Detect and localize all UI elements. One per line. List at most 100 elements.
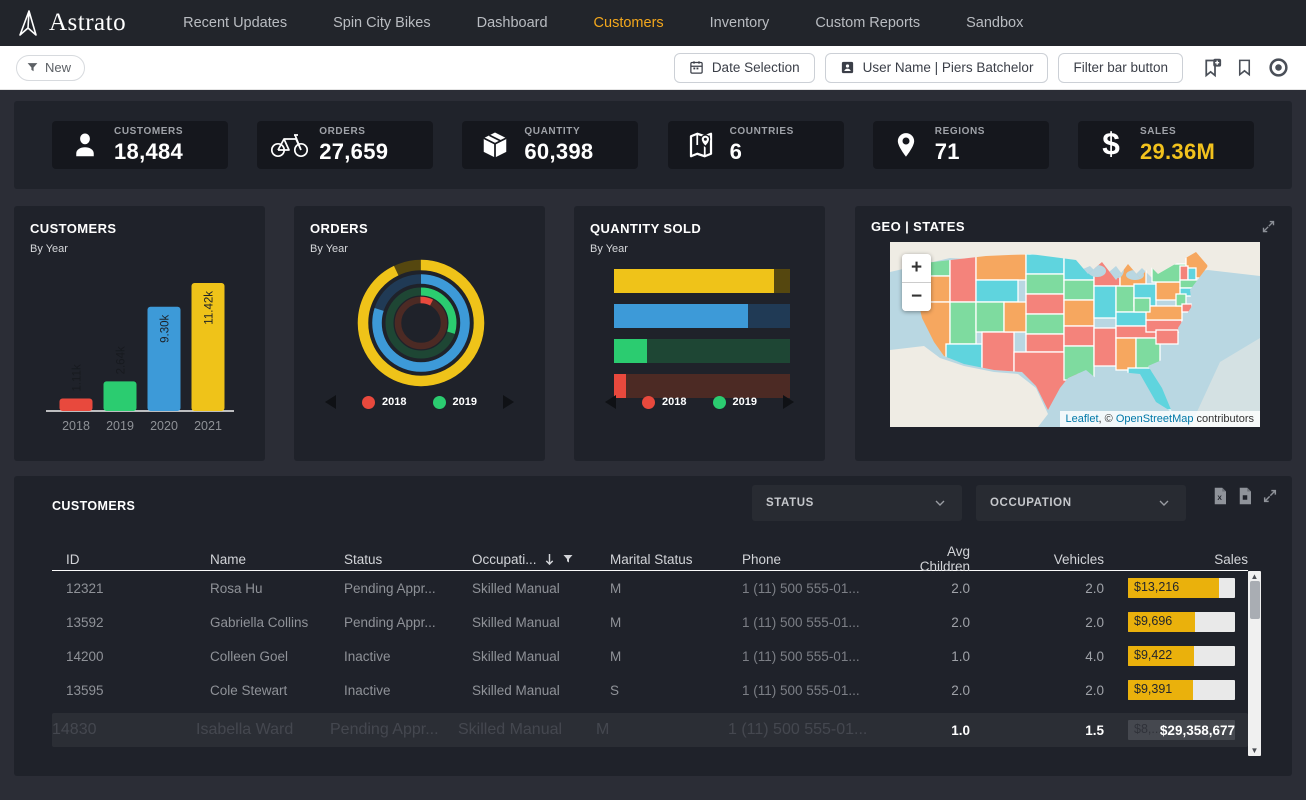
panel-subtitle: By Year — [30, 243, 249, 255]
panel-title: ORDERS — [310, 221, 529, 236]
calendar-icon — [689, 60, 704, 75]
table-scrollbar[interactable]: ▲ ▼ — [1248, 571, 1261, 756]
col-header-avg-children[interactable]: Avg Children — [880, 544, 970, 574]
bookmark-add-icon[interactable] — [1201, 57, 1222, 78]
kpi-label: QUANTITY — [524, 126, 593, 137]
user-button[interactable]: User Name | Piers Batchelor — [825, 53, 1049, 83]
kpi-card-quantity[interactable]: QUANTITY 60,398 — [462, 121, 638, 169]
leaflet-link[interactable]: Leaflet — [1066, 413, 1099, 425]
scrollbar-thumb[interactable] — [1250, 581, 1260, 619]
col-header-phone[interactable]: Phone — [728, 552, 880, 567]
filter-bar-button[interactable]: Filter bar button — [1058, 53, 1183, 83]
sort-desc-icon[interactable] — [544, 553, 555, 566]
kpi-card-countries[interactable]: COUNTRIES 6 — [668, 121, 844, 169]
legend-item-2019[interactable]: 2019 — [713, 396, 757, 409]
nav-item-recent-updates[interactable]: Recent Updates — [160, 0, 310, 46]
legend-next-arrow[interactable] — [783, 395, 794, 409]
table-row[interactable]: 12321Rosa HuPending Appr...Skilled Manua… — [52, 571, 1248, 605]
sales-value: $9,422 — [1134, 648, 1172, 662]
legend-item-2018[interactable]: 2018 — [362, 396, 406, 409]
quantity-hbar-chart[interactable] — [614, 269, 790, 398]
chevron-down-icon — [1156, 495, 1172, 511]
col-header-marital-status[interactable]: Marital Status — [596, 552, 728, 567]
brand[interactable]: Astrato — [16, 9, 126, 37]
customers-bar-chart[interactable]: 1.11k20182.64k20199.30k202011.42k2021 — [30, 261, 249, 443]
svg-text:X: X — [1217, 495, 1222, 502]
cell-sales: $9,696 — [1104, 612, 1248, 632]
kpi-value-customers: 18,484 — [114, 139, 183, 165]
col-header-occupation[interactable]: Occupati... — [458, 552, 596, 567]
cell-sales: $9,391 — [1104, 680, 1248, 700]
x-tick-label: 2018 — [62, 419, 90, 433]
table-row[interactable]: 13592Gabriella CollinsPending Appr...Ski… — [52, 605, 1248, 639]
nav-item-custom-reports[interactable]: Custom Reports — [792, 0, 943, 46]
column-filter-icon[interactable] — [562, 553, 574, 565]
col-header-vehicles[interactable]: Vehicles — [970, 552, 1104, 567]
sales-value: $9,391 — [1134, 682, 1172, 696]
nav-item-customers[interactable]: Customers — [571, 0, 687, 46]
legend-next-arrow[interactable] — [503, 395, 514, 409]
cell-id: 13595 — [52, 683, 196, 698]
new-chip-label: New — [45, 60, 71, 75]
total-sales: $29,358,677 — [1104, 723, 1248, 738]
orders-donut-chart[interactable] — [310, 257, 529, 391]
nav-item-dashboard[interactable]: Dashboard — [454, 0, 571, 46]
col-header-status[interactable]: Status — [330, 552, 458, 567]
hbar-2020[interactable] — [614, 304, 748, 328]
kpi-card-regions[interactable]: REGIONS 71 — [873, 121, 1049, 169]
col-header-name[interactable]: Name — [196, 552, 330, 567]
cell-name: Gabriella Collins — [196, 615, 330, 630]
cell-marital: M — [596, 615, 728, 630]
kpi-card-customers[interactable]: CUSTOMERS 18,484 — [52, 121, 228, 169]
legend-prev-arrow[interactable] — [325, 395, 336, 409]
eye-icon[interactable] — [1267, 56, 1290, 79]
legend-dot — [362, 396, 375, 409]
table-title: CUSTOMERS — [52, 499, 135, 513]
scroll-down-arrow[interactable]: ▼ — [1248, 745, 1261, 756]
table-row[interactable]: 13595Cole StewartInactiveSkilled ManualS… — [52, 673, 1248, 707]
cell-vehicles: 2.0 — [970, 615, 1104, 630]
top-nav: Astrato Recent Updates Spin City Bikes D… — [0, 0, 1306, 46]
legend-item-2019[interactable]: 2019 — [433, 396, 477, 409]
table-row[interactable]: 14200Colleen GoelInactiveSkilled ManualM… — [52, 639, 1248, 673]
us-states-map[interactable] — [890, 242, 1260, 427]
date-selection-button[interactable]: Date Selection — [674, 53, 815, 83]
legend-dot — [433, 396, 446, 409]
legend-item-2018[interactable]: 2018 — [642, 396, 686, 409]
bar-2019[interactable] — [104, 381, 137, 411]
sales-data-bar: $13,216 — [1128, 578, 1235, 598]
nav-item-spin-city-bikes[interactable]: Spin City Bikes — [310, 0, 454, 46]
legend-prev-arrow[interactable] — [605, 395, 616, 409]
openstreetmap-link[interactable]: OpenStreetMap — [1116, 413, 1194, 425]
kpi-panel: CUSTOMERS 18,484 ORDERS 27,659 QUANTITY … — [14, 101, 1292, 189]
col-header-sales[interactable]: Sales — [1104, 552, 1248, 567]
kpi-value-sales: 29.36M — [1140, 139, 1215, 165]
kpi-label: SALES — [1140, 126, 1215, 137]
bookmark-icon[interactable] — [1235, 58, 1254, 77]
nav-item-inventory[interactable]: Inventory — [687, 0, 793, 46]
occupation-filter-dropdown[interactable]: OCCUPATION — [976, 485, 1186, 521]
hbar-2021[interactable] — [614, 269, 774, 293]
sales-value: $13,216 — [1134, 580, 1179, 594]
new-filter-chip[interactable]: New — [16, 55, 85, 81]
kpi-card-orders[interactable]: ORDERS 27,659 — [257, 121, 433, 169]
status-filter-dropdown[interactable]: STATUS — [752, 485, 962, 521]
hbar-2019[interactable] — [614, 339, 647, 363]
expand-icon[interactable] — [1262, 488, 1278, 504]
col-header-id[interactable]: ID — [52, 552, 196, 567]
expand-icon[interactable] — [1261, 219, 1276, 234]
kpi-card-sales[interactable]: $ SALES 29.36M — [1078, 121, 1254, 169]
export-excel-icon[interactable]: X — [1212, 487, 1228, 505]
bicycle-icon — [270, 130, 310, 160]
cell-status: Pending Appr... — [330, 581, 458, 596]
nav-item-sandbox[interactable]: Sandbox — [943, 0, 1046, 46]
zoom-out-button[interactable]: − — [902, 283, 931, 311]
bar-2018[interactable] — [60, 399, 93, 411]
cell-name: Cole Stewart — [196, 683, 330, 698]
leaflet-map[interactable]: + − Leaflet, © OpenStreetMap contributor… — [890, 242, 1260, 427]
cell-id: 14200 — [52, 649, 196, 664]
toolbar-icon-group — [1201, 56, 1290, 79]
zoom-in-button[interactable]: + — [902, 254, 931, 282]
export-csv-icon[interactable] — [1237, 487, 1253, 505]
map-attribution: Leaflet, © OpenStreetMap contributors — [1060, 411, 1261, 427]
